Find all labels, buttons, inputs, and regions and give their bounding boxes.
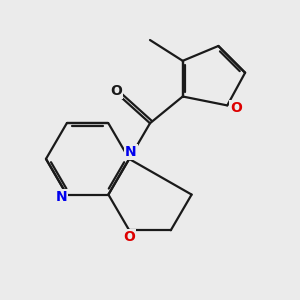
Text: O: O	[123, 230, 135, 244]
Text: N: N	[56, 190, 67, 204]
Text: N: N	[125, 146, 136, 159]
Text: O: O	[230, 101, 242, 116]
Text: O: O	[110, 84, 122, 98]
